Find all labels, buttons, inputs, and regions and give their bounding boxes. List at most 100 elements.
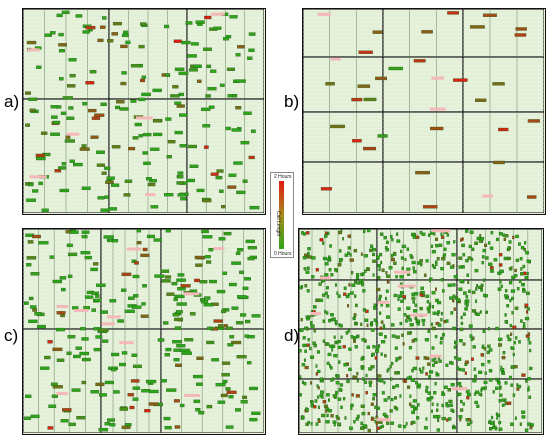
call-mark: [244, 277, 251, 281]
call-mark: [481, 260, 484, 265]
call-mark: [447, 11, 459, 15]
call-mark: [339, 324, 343, 328]
call-mark: [140, 314, 149, 318]
call-mark: [372, 273, 375, 277]
call-mark: [469, 25, 485, 29]
call-mark: [365, 391, 368, 395]
call-mark: [509, 298, 512, 303]
call-mark: [413, 309, 418, 313]
call-mark: [426, 300, 430, 304]
call-mark: [515, 336, 518, 340]
call-mark: [320, 187, 333, 191]
call-mark: [376, 255, 380, 259]
call-mark: [27, 240, 34, 244]
call-mark: [482, 344, 485, 348]
call-mark: [75, 346, 82, 350]
call-mark: [219, 83, 225, 87]
call-mark: [326, 361, 330, 366]
call-mark: [164, 24, 170, 29]
call-mark: [85, 81, 95, 85]
call-mark: [146, 177, 152, 181]
call-mark: [313, 405, 317, 409]
call-mark: [372, 393, 377, 397]
call-mark: [307, 338, 310, 342]
call-mark: [453, 307, 456, 311]
call-mark: [193, 374, 203, 379]
call-mark: [514, 416, 518, 420]
call-mark: [330, 124, 345, 129]
call-mark: [104, 422, 111, 426]
call-mark: [440, 235, 445, 239]
call-mark: [235, 79, 246, 83]
call-mark: [464, 307, 468, 311]
call-mark: [495, 237, 499, 242]
call-mark: [360, 366, 364, 370]
call-mark: [240, 140, 250, 145]
call-mark: [355, 417, 359, 421]
call-mark: [317, 386, 320, 390]
call-mark: [354, 294, 357, 298]
call-mark: [217, 324, 223, 328]
call-mark: [107, 39, 114, 43]
call-mark: [50, 382, 58, 386]
call-mark: [436, 300, 442, 305]
call-mark: [489, 266, 494, 270]
call-mark: [226, 67, 235, 71]
call-mark: [453, 275, 458, 279]
call-mark: [382, 412, 387, 417]
call-mark: [121, 425, 131, 430]
call-mark: [204, 255, 211, 259]
call-mark: [332, 317, 336, 321]
call-mark: [377, 374, 382, 378]
call-mark: [328, 268, 332, 272]
call-mark: [376, 426, 380, 430]
call-mark: [338, 249, 342, 253]
call-mark: [206, 64, 212, 69]
call-mark: [237, 295, 247, 299]
call-mark: [303, 358, 306, 362]
call-mark: [160, 269, 170, 273]
call-mark: [401, 333, 404, 337]
treemap-block: [382, 111, 464, 163]
call-mark: [317, 369, 321, 374]
call-mark: [163, 321, 169, 325]
call-mark: [48, 404, 57, 408]
call-mark: [506, 334, 510, 338]
call-mark: [374, 356, 378, 360]
call-mark: [222, 271, 228, 275]
call-mark: [460, 238, 463, 242]
call-mark: [380, 260, 383, 265]
call-mark: [466, 422, 471, 426]
call-mark: [391, 334, 396, 338]
call-mark: [365, 373, 368, 378]
call-mark: [150, 147, 160, 151]
call-mark: [231, 340, 242, 345]
call-mark: [231, 128, 242, 132]
call-mark: [458, 256, 463, 260]
call-mark: [374, 405, 378, 409]
call-mark: [180, 348, 191, 353]
call-mark: [334, 320, 338, 324]
call-mark: [456, 393, 459, 397]
highlight-mark: [376, 418, 391, 422]
call-mark: [304, 349, 307, 353]
call-mark: [416, 319, 421, 323]
call-mark: [356, 379, 359, 383]
call-mark: [164, 353, 171, 357]
call-mark: [44, 33, 52, 37]
call-mark: [225, 425, 234, 429]
call-mark: [502, 350, 506, 355]
call-mark: [473, 367, 476, 371]
call-mark: [344, 253, 349, 257]
call-mark: [519, 422, 522, 426]
call-mark: [40, 131, 48, 135]
call-mark: [144, 408, 151, 413]
call-mark: [498, 127, 509, 132]
call-mark: [91, 291, 99, 295]
call-mark: [432, 311, 437, 315]
call-mark: [447, 388, 451, 392]
call-mark: [218, 237, 226, 241]
call-mark: [95, 294, 100, 298]
call-mark: [176, 175, 184, 179]
call-mark: [362, 377, 365, 381]
